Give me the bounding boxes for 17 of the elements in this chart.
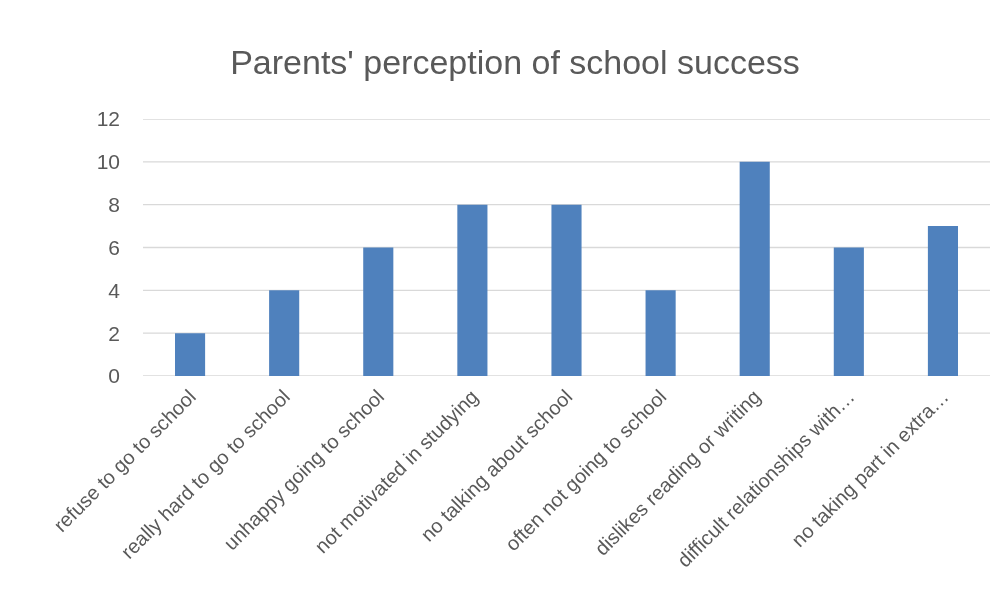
bar bbox=[363, 247, 394, 376]
bar bbox=[457, 204, 488, 376]
bar bbox=[269, 290, 300, 376]
y-tick-label: 10 bbox=[96, 150, 120, 174]
bar bbox=[739, 161, 770, 376]
bar bbox=[927, 226, 958, 376]
y-tick-label: 6 bbox=[108, 235, 120, 259]
bar bbox=[645, 290, 676, 376]
y-tick-label: 12 bbox=[96, 107, 120, 131]
y-tick-label: 8 bbox=[108, 193, 120, 217]
bar bbox=[551, 204, 582, 376]
y-tick-label: 4 bbox=[108, 278, 121, 302]
bar bbox=[833, 247, 864, 376]
y-tick-label: 2 bbox=[108, 321, 120, 345]
bar bbox=[175, 333, 206, 376]
y-tick-label: 0 bbox=[108, 364, 120, 388]
chart-title: Parents' perception of school success bbox=[230, 42, 800, 81]
